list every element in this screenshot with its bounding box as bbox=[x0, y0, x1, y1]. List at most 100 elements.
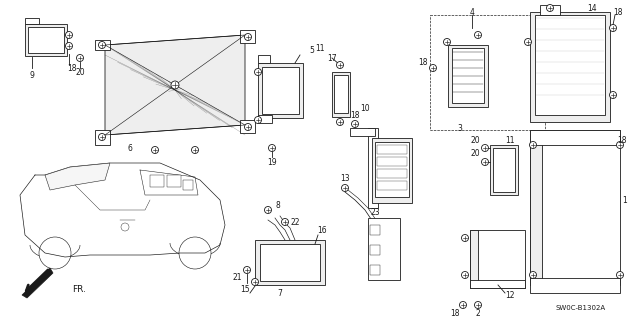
Bar bbox=[470, 280, 525, 288]
Polygon shape bbox=[20, 163, 225, 257]
Circle shape bbox=[244, 124, 252, 131]
Circle shape bbox=[547, 4, 554, 12]
Circle shape bbox=[99, 42, 106, 49]
Bar bbox=[448, 45, 488, 107]
Circle shape bbox=[525, 38, 531, 45]
Circle shape bbox=[121, 223, 129, 231]
Text: 18: 18 bbox=[451, 308, 460, 317]
Bar bbox=[183, 180, 193, 190]
Text: FR.: FR. bbox=[72, 285, 86, 294]
Text: 14: 14 bbox=[587, 4, 597, 12]
Bar bbox=[530, 130, 542, 285]
Text: 15: 15 bbox=[240, 285, 250, 294]
Circle shape bbox=[179, 237, 211, 269]
Circle shape bbox=[255, 68, 262, 76]
Text: 5: 5 bbox=[310, 45, 314, 54]
Bar bbox=[377, 157, 407, 166]
Circle shape bbox=[429, 65, 436, 71]
Circle shape bbox=[77, 54, 83, 61]
Circle shape bbox=[65, 43, 72, 50]
Circle shape bbox=[99, 133, 106, 140]
Polygon shape bbox=[240, 120, 255, 133]
Text: 20: 20 bbox=[470, 148, 480, 157]
Text: 4: 4 bbox=[470, 7, 474, 17]
Circle shape bbox=[191, 147, 198, 154]
Circle shape bbox=[269, 145, 275, 151]
Text: 1: 1 bbox=[623, 196, 627, 204]
Circle shape bbox=[616, 271, 623, 278]
Bar bbox=[332, 72, 350, 117]
Text: 23: 23 bbox=[370, 207, 380, 217]
Polygon shape bbox=[105, 35, 245, 135]
Bar bbox=[370, 265, 380, 275]
Text: 6: 6 bbox=[127, 143, 132, 153]
Bar bbox=[150, 175, 164, 187]
Polygon shape bbox=[45, 163, 110, 190]
Bar bbox=[530, 278, 620, 293]
Text: 9: 9 bbox=[29, 70, 35, 79]
Bar bbox=[490, 145, 518, 195]
Circle shape bbox=[243, 267, 250, 274]
Circle shape bbox=[481, 158, 488, 165]
Text: 13: 13 bbox=[340, 173, 350, 182]
Text: 19: 19 bbox=[267, 157, 277, 166]
Bar bbox=[167, 175, 181, 187]
Bar bbox=[370, 245, 380, 255]
Bar bbox=[493, 148, 515, 192]
Circle shape bbox=[474, 31, 481, 38]
Text: SW0C-B1302A: SW0C-B1302A bbox=[555, 305, 605, 311]
Bar bbox=[258, 115, 272, 123]
Bar bbox=[334, 75, 348, 113]
Circle shape bbox=[616, 141, 623, 148]
Polygon shape bbox=[95, 130, 110, 145]
Bar bbox=[470, 230, 525, 288]
Bar bbox=[470, 230, 478, 288]
Circle shape bbox=[609, 92, 616, 99]
Circle shape bbox=[255, 116, 262, 124]
Bar bbox=[368, 128, 378, 208]
Text: 18: 18 bbox=[419, 58, 428, 67]
Circle shape bbox=[529, 271, 536, 278]
Text: 18: 18 bbox=[617, 135, 627, 145]
Bar bbox=[375, 142, 409, 197]
Circle shape bbox=[529, 141, 536, 148]
Circle shape bbox=[244, 34, 252, 41]
Circle shape bbox=[337, 61, 344, 68]
Bar bbox=[258, 63, 303, 118]
Circle shape bbox=[461, 235, 468, 242]
Text: 18: 18 bbox=[67, 63, 77, 73]
Bar bbox=[377, 145, 407, 154]
Bar bbox=[25, 18, 39, 24]
Bar bbox=[258, 55, 270, 63]
Bar bbox=[540, 5, 560, 15]
Circle shape bbox=[481, 145, 488, 151]
Circle shape bbox=[152, 147, 159, 154]
Bar bbox=[377, 169, 407, 178]
Circle shape bbox=[444, 38, 451, 45]
Text: 18: 18 bbox=[613, 7, 623, 17]
Circle shape bbox=[609, 25, 616, 31]
Text: 18: 18 bbox=[350, 110, 360, 119]
Bar bbox=[530, 130, 620, 145]
Text: 8: 8 bbox=[276, 201, 280, 210]
Text: 21: 21 bbox=[232, 274, 242, 283]
Bar bbox=[430, 15, 545, 130]
Bar bbox=[377, 181, 407, 190]
Text: 3: 3 bbox=[458, 124, 463, 132]
Bar bbox=[452, 48, 484, 103]
Text: 20: 20 bbox=[75, 68, 85, 76]
Bar bbox=[372, 138, 412, 203]
Circle shape bbox=[460, 301, 467, 308]
Text: 12: 12 bbox=[505, 292, 515, 300]
Circle shape bbox=[474, 301, 481, 308]
Text: 17: 17 bbox=[327, 53, 337, 62]
Text: 16: 16 bbox=[317, 226, 327, 235]
Text: 20: 20 bbox=[470, 135, 480, 145]
Polygon shape bbox=[240, 30, 255, 43]
Bar bbox=[535, 15, 605, 115]
Text: 11: 11 bbox=[505, 135, 515, 145]
Bar bbox=[368, 218, 400, 280]
Text: 10: 10 bbox=[360, 103, 370, 113]
Bar bbox=[530, 12, 610, 122]
Bar bbox=[350, 128, 375, 136]
